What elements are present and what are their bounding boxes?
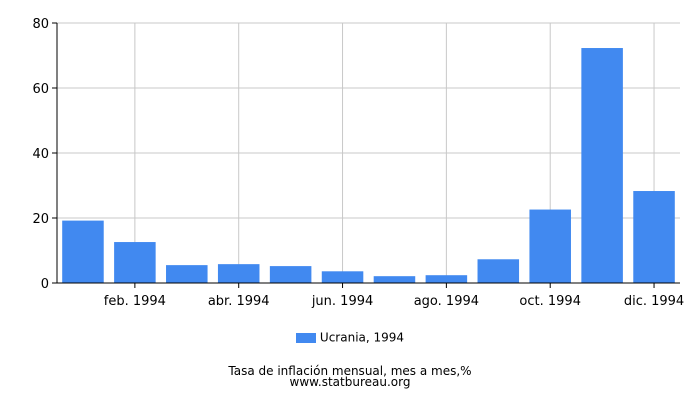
y-tick-label: 60 bbox=[32, 82, 49, 97]
bar bbox=[114, 242, 156, 283]
chart-title: Tasa de inflación mensual, mes a mes,% bbox=[228, 364, 472, 378]
bar bbox=[529, 209, 571, 283]
x-tick-label: ago. 1994 bbox=[414, 294, 479, 309]
bar bbox=[321, 271, 364, 283]
bar bbox=[425, 275, 468, 283]
bar bbox=[477, 259, 520, 283]
bar bbox=[62, 220, 104, 283]
y-tick-label: 0 bbox=[41, 277, 49, 292]
y-tick-label: 80 bbox=[32, 17, 49, 32]
bar bbox=[581, 48, 623, 284]
y-tick-label: 20 bbox=[32, 212, 49, 227]
x-tick-label: oct. 1994 bbox=[519, 294, 581, 309]
x-tick-label: jun. 1994 bbox=[311, 294, 373, 309]
y-tick-label: 40 bbox=[32, 147, 49, 162]
bar bbox=[166, 265, 208, 283]
chart-source: www.statbureau.org bbox=[289, 375, 411, 389]
bar bbox=[269, 266, 312, 283]
legend: Ucrania, 1994 bbox=[0, 330, 700, 345]
bar bbox=[633, 191, 675, 283]
x-tick-label: abr. 1994 bbox=[208, 294, 270, 309]
x-tick-label: feb. 1994 bbox=[104, 294, 166, 309]
bar bbox=[373, 276, 416, 283]
bar bbox=[217, 264, 260, 283]
legend-label: Ucrania, 1994 bbox=[319, 330, 405, 345]
legend-swatch bbox=[295, 332, 316, 343]
x-tick-label: dic. 1994 bbox=[624, 294, 684, 309]
